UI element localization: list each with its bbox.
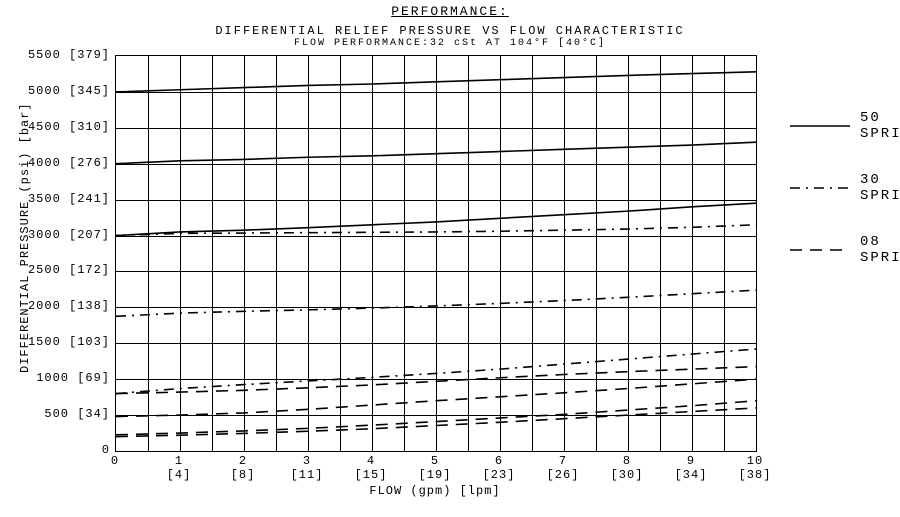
- gridline-vertical: [244, 56, 245, 451]
- gridline-vertical: [212, 56, 213, 451]
- xtick-label-primary: 10: [725, 454, 785, 468]
- gridline-horizontal: [116, 236, 756, 237]
- xtick-label-primary: 7: [533, 454, 593, 468]
- gridline-vertical: [596, 56, 597, 451]
- chart-page: PERFORMANCE: DIFFERENTIAL RELIEF PRESSUR…: [0, 0, 900, 517]
- legend-swatch: [790, 181, 850, 195]
- gridline-vertical: [148, 56, 149, 451]
- gridline-vertical: [404, 56, 405, 451]
- xtick-label-secondary: [30]: [597, 468, 657, 482]
- yaxis-title: DIFFERENTIAL PRESSURE (psi) [bar]: [18, 102, 32, 373]
- ytick-label: 1000 [69]: [20, 371, 110, 385]
- xtick-label-secondary: [4]: [149, 468, 209, 482]
- xtick-label-secondary: [34]: [661, 468, 721, 482]
- xtick-label-primary: 2: [213, 454, 273, 468]
- xtick-label-primary: 9: [661, 454, 721, 468]
- gridline-horizontal: [116, 271, 756, 272]
- gridline-horizontal: [116, 415, 756, 416]
- xtick-label-secondary: [11]: [277, 468, 337, 482]
- xtick-label-secondary: [19]: [405, 468, 465, 482]
- xtick-label-primary: 4: [341, 454, 401, 468]
- ytick-label: 3500 [241]: [20, 192, 110, 206]
- gridline-horizontal: [116, 164, 756, 165]
- gridline-vertical: [276, 56, 277, 451]
- legend-label: 08 SPRING: [860, 234, 900, 266]
- chart-title-main: PERFORMANCE:: [0, 4, 900, 19]
- xtick-label-primary: 0: [85, 454, 145, 468]
- xtick-label-primary: 8: [597, 454, 657, 468]
- legend-swatch: [790, 119, 850, 133]
- ytick-label: 2000 [138]: [20, 299, 110, 313]
- xaxis-title: FLOW (gpm) [lpm]: [115, 484, 755, 498]
- gridline-vertical: [564, 56, 565, 451]
- xtick-label-secondary: [15]: [341, 468, 401, 482]
- gridline-horizontal: [116, 379, 756, 380]
- gridline-horizontal: [116, 92, 756, 93]
- gridline-vertical: [308, 56, 309, 451]
- ytick-label: 5000 [345]: [20, 84, 110, 98]
- ytick-label: 5500 [379]: [20, 48, 110, 62]
- gridline-vertical: [180, 56, 181, 451]
- gridline-vertical: [660, 56, 661, 451]
- xtick-label-secondary: [26]: [533, 468, 593, 482]
- gridline-vertical: [500, 56, 501, 451]
- gridline-horizontal: [116, 307, 756, 308]
- legend: 50 SPRING 30 SPRING 08 SPRING: [790, 110, 900, 296]
- ytick-label: 1500 [103]: [20, 335, 110, 349]
- chart-title-sub: DIFFERENTIAL RELIEF PRESSURE VS FLOW CHA…: [0, 24, 900, 38]
- gridline-vertical: [340, 56, 341, 451]
- gridline-vertical: [724, 56, 725, 451]
- xtick-label-primary: 5: [405, 454, 465, 468]
- xtick-label-secondary: [38]: [725, 468, 785, 482]
- legend-swatch: [790, 243, 850, 257]
- ytick-label: 500 [34]: [20, 407, 110, 421]
- gridline-vertical: [468, 56, 469, 451]
- gridline-horizontal: [116, 343, 756, 344]
- legend-item: 30 SPRING: [790, 172, 900, 204]
- chart-title-conditions: FLOW PERFORMANCE:32 cSt AT 104°F [40°C]: [0, 38, 900, 49]
- gridline-horizontal: [116, 128, 756, 129]
- legend-item: 50 SPRING: [790, 110, 900, 142]
- gridline-vertical: [436, 56, 437, 451]
- gridline-vertical: [692, 56, 693, 451]
- xtick-label-secondary: [8]: [213, 468, 273, 482]
- xtick-label-primary: 1: [149, 454, 209, 468]
- xtick-label-primary: 3: [277, 454, 337, 468]
- legend-item: 08 SPRING: [790, 234, 900, 266]
- legend-label: 50 SPRING: [860, 110, 900, 142]
- xtick-label-secondary: [23]: [469, 468, 529, 482]
- xtick-label-primary: 6: [469, 454, 529, 468]
- ytick-label: 2500 [172]: [20, 263, 110, 277]
- gridline-vertical: [532, 56, 533, 451]
- legend-label: 30 SPRING: [860, 172, 900, 204]
- ytick-label: 4500 [310]: [20, 120, 110, 134]
- gridline-vertical: [372, 56, 373, 451]
- ytick-label: 4000 [276]: [20, 156, 110, 170]
- gridline-horizontal: [116, 200, 756, 201]
- gridline-vertical: [628, 56, 629, 451]
- ytick-label: 3000 [207]: [20, 228, 110, 242]
- plot-area: [115, 55, 757, 452]
